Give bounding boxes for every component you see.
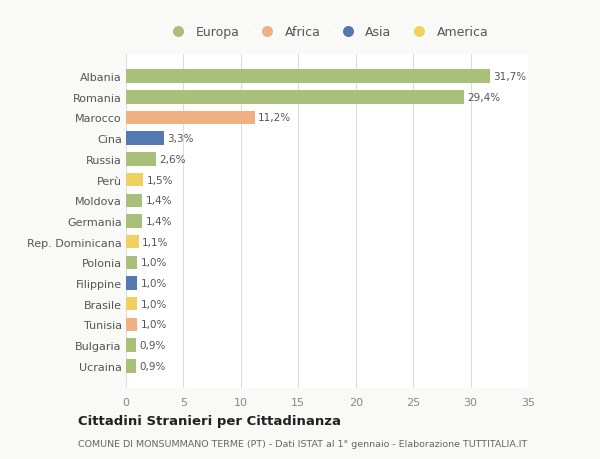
Bar bbox=[126, 194, 142, 207]
Text: 29,4%: 29,4% bbox=[467, 93, 500, 102]
Bar bbox=[126, 318, 137, 331]
Text: 1,4%: 1,4% bbox=[146, 217, 172, 226]
Bar bbox=[126, 132, 164, 146]
Bar bbox=[126, 256, 137, 269]
Text: 0,9%: 0,9% bbox=[140, 341, 166, 350]
Legend: Europa, Africa, Asia, America: Europa, Africa, Asia, America bbox=[161, 22, 493, 45]
Text: COMUNE DI MONSUMMANO TERME (PT) - Dati ISTAT al 1° gennaio - Elaborazione TUTTIT: COMUNE DI MONSUMMANO TERME (PT) - Dati I… bbox=[78, 439, 527, 448]
Bar bbox=[126, 153, 156, 166]
Text: 1,0%: 1,0% bbox=[141, 279, 167, 288]
Text: 3,3%: 3,3% bbox=[167, 134, 194, 144]
Text: 1,1%: 1,1% bbox=[142, 237, 169, 247]
Bar bbox=[126, 112, 254, 125]
Text: 0,9%: 0,9% bbox=[140, 361, 166, 371]
Text: 1,4%: 1,4% bbox=[146, 196, 172, 206]
Text: 2,6%: 2,6% bbox=[160, 155, 186, 164]
Text: 1,5%: 1,5% bbox=[146, 175, 173, 185]
Text: 1,0%: 1,0% bbox=[141, 258, 167, 268]
Bar bbox=[126, 297, 137, 311]
Bar bbox=[126, 174, 143, 187]
Text: Cittadini Stranieri per Cittadinanza: Cittadini Stranieri per Cittadinanza bbox=[78, 414, 341, 428]
Bar bbox=[126, 215, 142, 228]
Bar bbox=[126, 277, 137, 290]
Bar bbox=[126, 235, 139, 249]
Bar bbox=[126, 70, 490, 84]
Text: 31,7%: 31,7% bbox=[494, 72, 527, 82]
Text: 1,0%: 1,0% bbox=[141, 320, 167, 330]
Text: 11,2%: 11,2% bbox=[258, 113, 291, 123]
Bar bbox=[126, 339, 136, 352]
Text: 1,0%: 1,0% bbox=[141, 299, 167, 309]
Bar bbox=[126, 91, 464, 104]
Bar bbox=[126, 359, 136, 373]
